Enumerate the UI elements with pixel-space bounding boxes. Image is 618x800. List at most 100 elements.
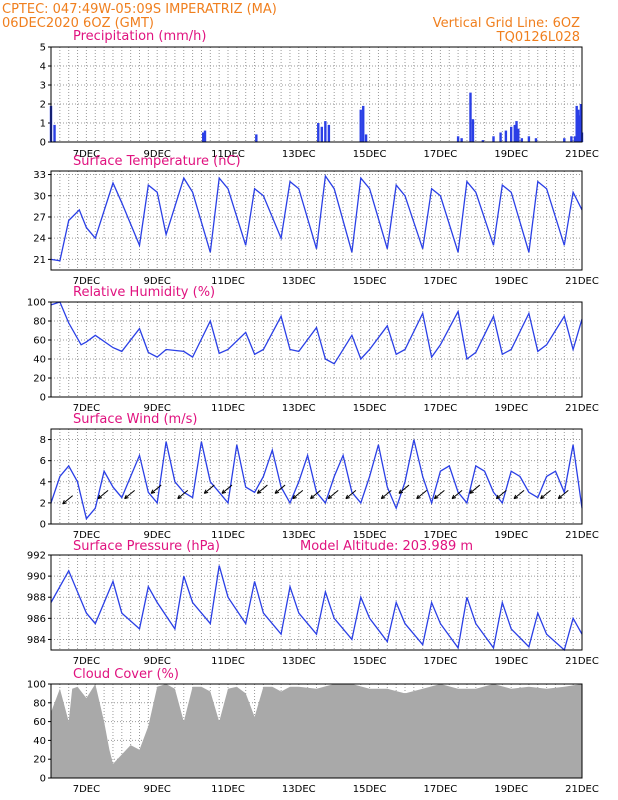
x-tick-label: 21DEC [565, 784, 599, 795]
precip-bar [327, 124, 331, 142]
x-tick-label: 13DEC [282, 149, 316, 160]
precip-bar [255, 134, 258, 142]
y-tick-label: 60 [33, 717, 46, 728]
series-line-2 [50, 301, 583, 365]
y-tick-label: 27 [33, 212, 46, 223]
wind-arrow-shaft [257, 484, 268, 494]
x-tick-label: 9DEC [144, 149, 171, 160]
x-tick-label: 19DEC [494, 656, 528, 667]
wind-arrow-head [469, 489, 472, 494]
precip-bar [324, 121, 327, 142]
x-tick-label: 21DEC [565, 530, 599, 541]
x-tick-label: 21DEC [565, 276, 599, 287]
x-tick-label: 7DEC [73, 656, 100, 667]
precip-bar [364, 134, 368, 142]
x-tick-label: 17DEC [424, 656, 458, 667]
panel-0: 0 1 2 3 4 5 7DEC 9DEC 11DEC 13DEC 15DEC 17DEC 19DEC 2… [40, 29, 599, 160]
x-tick-label: 19DEC [494, 276, 528, 287]
wind-arrow-head [124, 494, 127, 499]
y-tick-label: 100 [27, 680, 46, 691]
y-tick-label: 6 [40, 456, 46, 467]
wind-arrow-shaft [416, 489, 428, 500]
wind-arrow-head [62, 502, 67, 505]
series-line-3 [50, 439, 583, 521]
wind-arrow-shaft [203, 484, 215, 494]
wind-arrow-head [310, 494, 313, 499]
x-tick-label: 15DEC [353, 149, 387, 160]
panel-frame [50, 428, 583, 525]
wind-arrow-head [540, 494, 543, 499]
y-tick-label: 0 [40, 520, 46, 531]
y-tick-label: 40 [33, 736, 46, 747]
wind-arrow-shaft [398, 484, 410, 494]
wind-arrow-head [469, 491, 474, 494]
precip-bar [203, 130, 207, 142]
wind-arrow-head [381, 497, 386, 500]
y-tick-label: 4 [40, 62, 46, 73]
wind-arrow-head [274, 491, 280, 494]
wind-arrow-head [416, 497, 421, 500]
wind-arrow-shaft [496, 489, 507, 500]
wind-arrow-head [433, 494, 437, 499]
x-tick-label: 15DEC [353, 784, 387, 795]
precip-bar [320, 126, 324, 142]
wind-arrow-shaft [97, 489, 109, 500]
x-tick-label: 11DEC [211, 276, 245, 287]
wind-arrow-head [451, 494, 455, 499]
x-tick-label: 13DEC [282, 403, 316, 414]
y-tick-label: 1 [40, 119, 46, 130]
wind-arrow-head [97, 494, 101, 499]
y-tick-label: 986 [27, 614, 46, 625]
y-tick-label: 2 [40, 498, 46, 509]
x-tick-label: 11DEC [211, 403, 245, 414]
precip-bar [504, 130, 508, 142]
wind-arrow-shaft [292, 489, 304, 500]
precip-bar [563, 138, 566, 142]
wind-arrow-shaft [451, 489, 463, 500]
wind-arrow-head [257, 491, 262, 494]
precip-bar [570, 136, 573, 142]
x-tick-label: 15DEC [353, 530, 387, 541]
x-tick-label: 19DEC [494, 149, 528, 160]
wind-arrow-head [150, 489, 154, 494]
wind-arrow-head [398, 491, 403, 494]
wind-arrow-shaft [540, 489, 551, 500]
wind-arrow-shaft [310, 489, 321, 500]
panel-5: 0 20 40 60 80 100 7DEC 9DEC 11DEC 13DEC 15DEC 17DEC… [27, 667, 599, 795]
y-tick-label: 0 [40, 393, 46, 404]
x-tick-label: 19DEC [494, 530, 528, 541]
x-tick-label: 17DEC [424, 403, 458, 414]
precip-bar [317, 123, 320, 142]
y-tick-label: 984 [27, 635, 46, 646]
panel-frame [50, 170, 583, 271]
wind-arrow-head [513, 494, 517, 499]
wind-arrow-shaft [345, 489, 357, 500]
wind-arrow-head [62, 500, 65, 505]
wind-arrow-shaft [469, 484, 481, 494]
panel-frame [50, 554, 583, 651]
x-tick-label: 7DEC [73, 149, 100, 160]
wind-arrow-head [513, 497, 519, 500]
x-tick-label: 11DEC [211, 149, 245, 160]
x-tick-label: 21DEC [565, 656, 599, 667]
precip-bar [456, 136, 460, 142]
x-tick-label: 17DEC [424, 530, 458, 541]
y-tick-label: 60 [33, 336, 46, 347]
x-tick-label: 9DEC [144, 403, 171, 414]
y-tick-label: 20 [33, 755, 46, 766]
x-tick-label: 21DEC [565, 403, 599, 414]
x-tick-label: 7DEC [73, 784, 100, 795]
x-tick-label: 9DEC [144, 656, 171, 667]
wind-arrow-shaft [177, 489, 189, 500]
panel-title: Cloud Cover (%) [73, 667, 179, 682]
x-tick-label: 9DEC [144, 530, 171, 541]
precip-bar [469, 92, 472, 142]
y-tick-label: 3 [40, 81, 46, 92]
wind-arrow-head [292, 494, 295, 499]
x-tick-label: 9DEC [144, 276, 171, 287]
precip-bar [202, 132, 205, 142]
x-tick-label: 11DEC [211, 656, 245, 667]
x-tick-label: 13DEC [282, 276, 316, 287]
x-tick-label: 15DEC [353, 276, 387, 287]
